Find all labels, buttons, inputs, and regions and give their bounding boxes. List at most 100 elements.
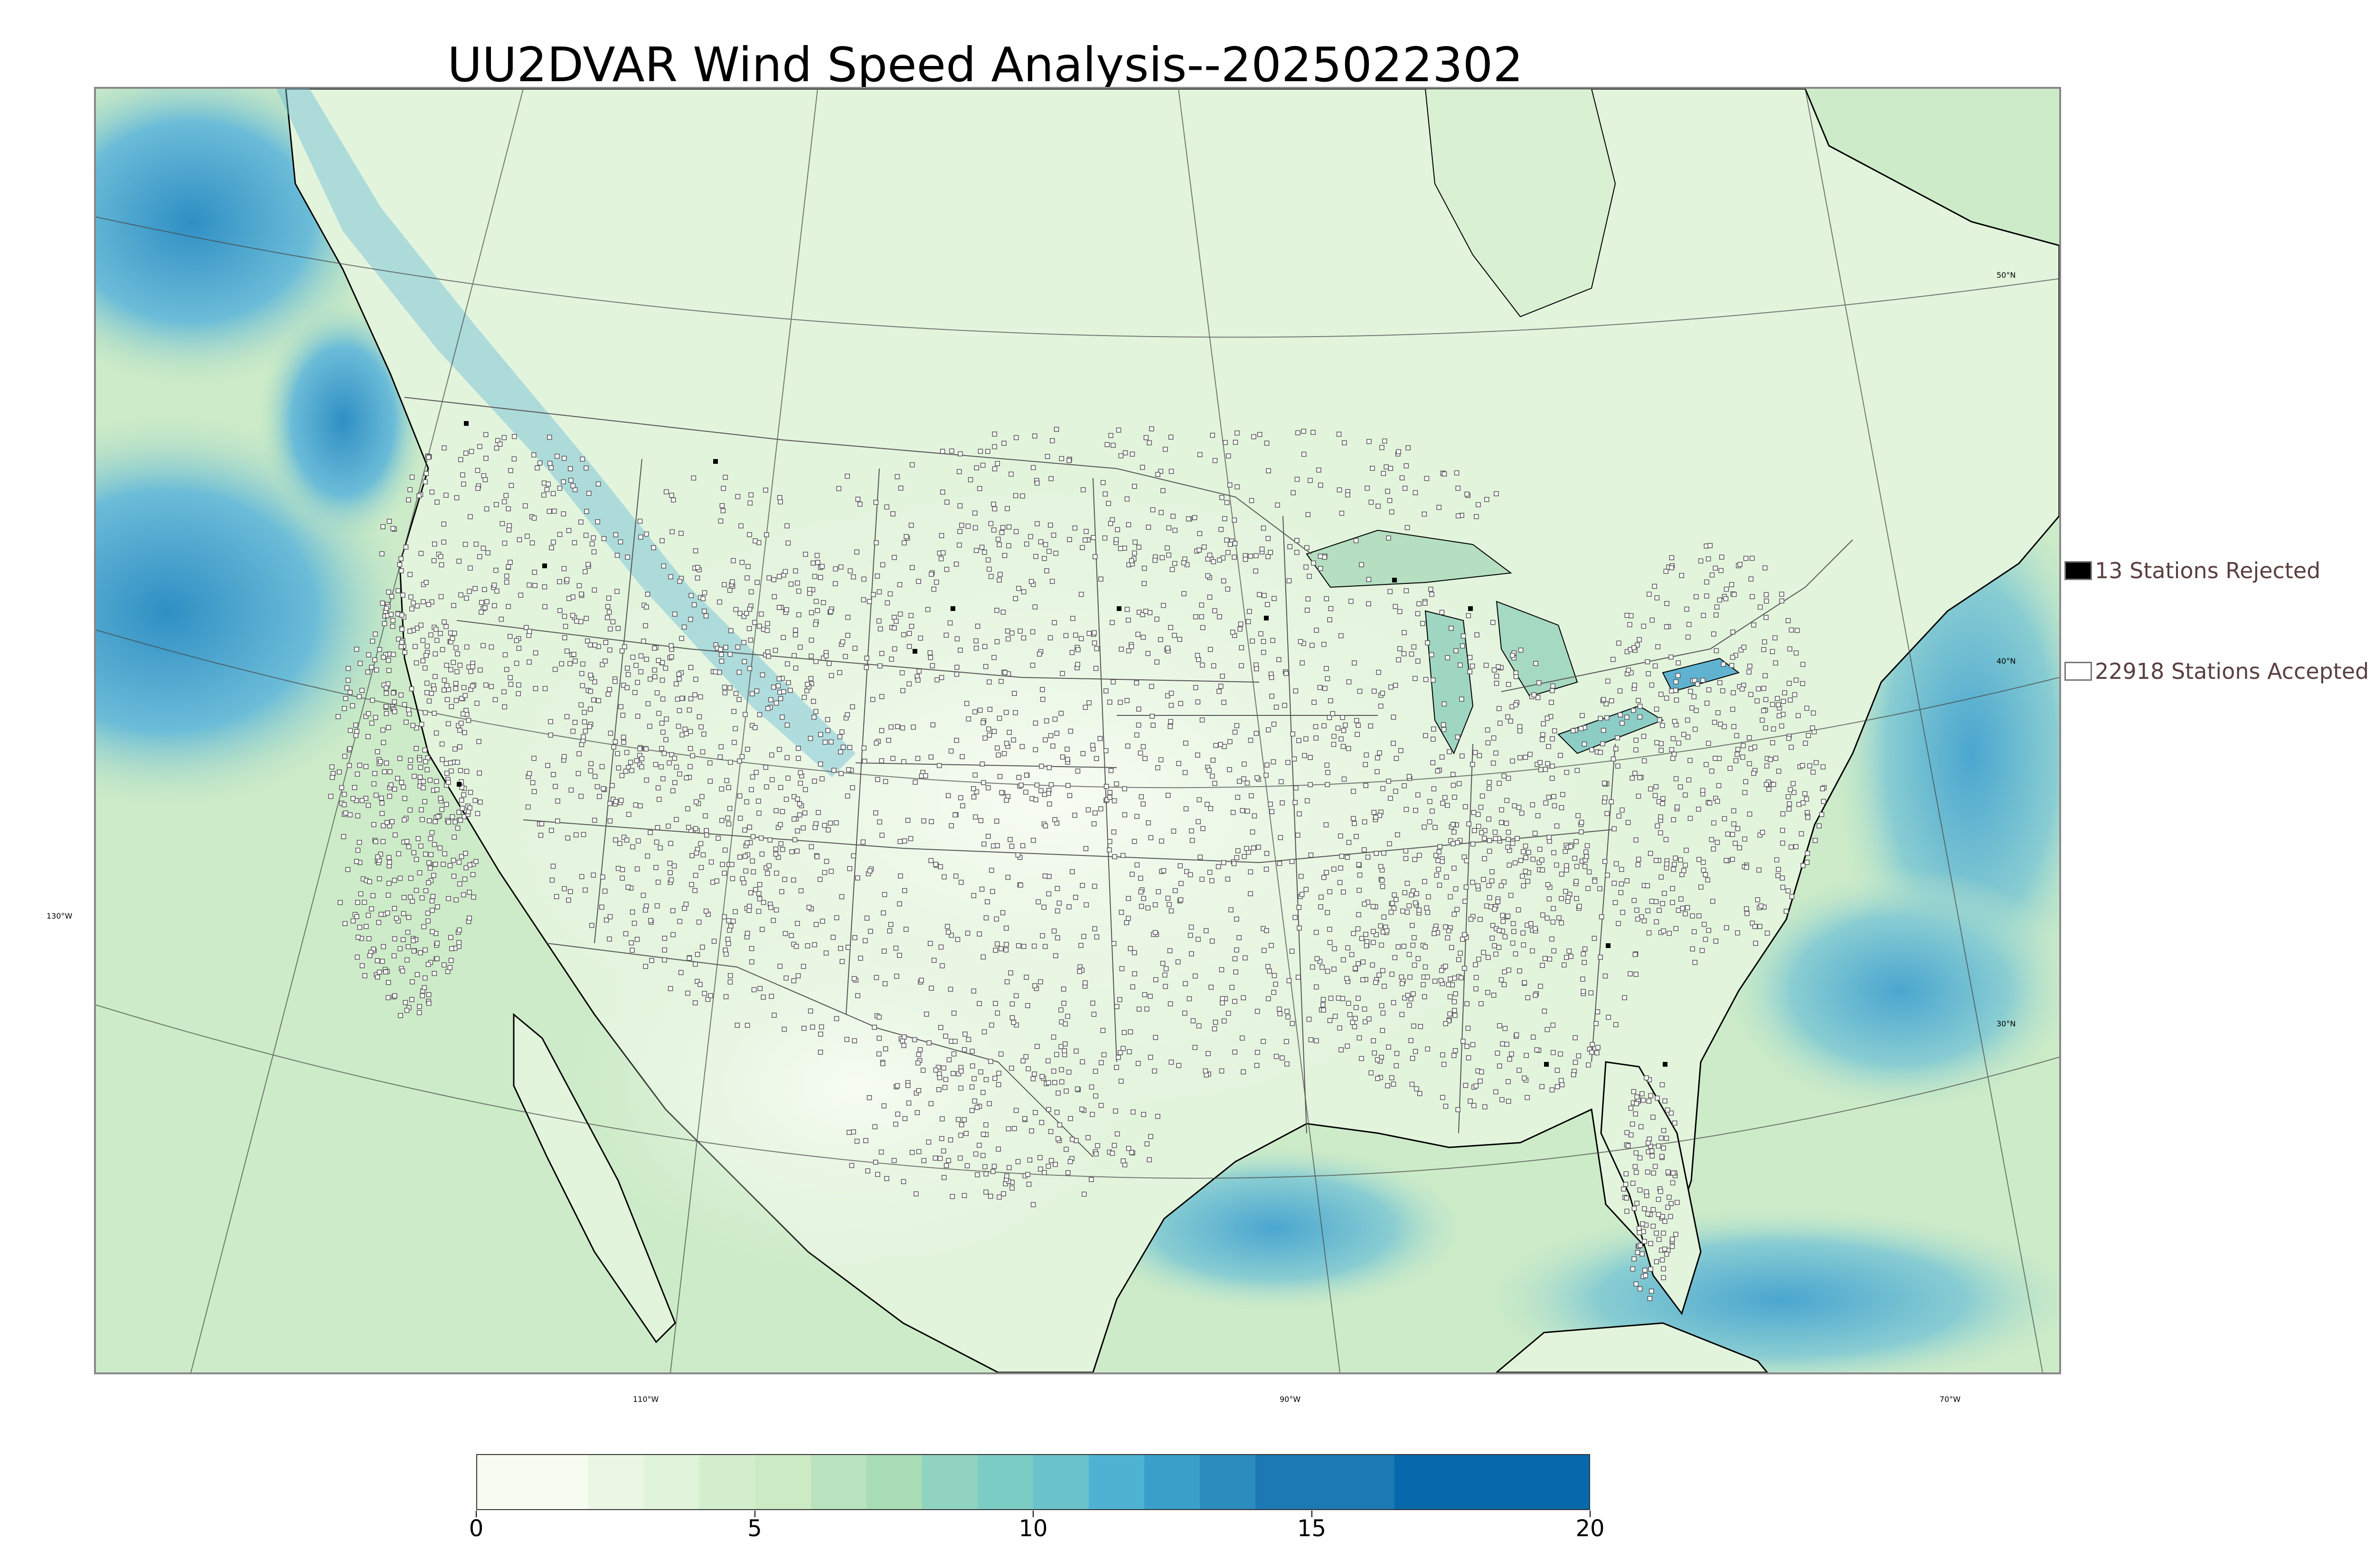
station-accepted-marker [1325,770,1330,775]
station-accepted-marker [1318,904,1323,910]
station-accepted-marker [1327,927,1332,932]
station-accepted-marker [529,540,535,545]
station-accepted-marker [1536,860,1542,865]
station-accepted-marker [418,551,424,556]
station-accepted-marker [355,954,360,960]
station-accepted-marker [845,615,851,620]
station-accepted-marker [1247,609,1252,614]
station-accepted-marker [1330,711,1336,716]
station-accepted-marker [1050,438,1055,443]
station-accepted-marker [1467,655,1473,660]
station-accepted-marker [728,628,734,633]
station-accepted-marker [587,642,593,648]
station-accepted-marker [1748,692,1753,697]
station-accepted-marker [1625,1143,1631,1149]
station-accepted-marker [561,479,566,485]
station-accepted-marker [1104,442,1110,447]
station-accepted-marker [807,591,812,596]
station-accepted-marker [1535,813,1541,818]
station-accepted-marker [1092,640,1097,646]
station-accepted-marker [1098,1103,1104,1108]
station-accepted-marker [1676,908,1681,913]
station-accepted-marker [1266,468,1271,473]
station-accepted-marker [1116,1054,1121,1060]
station-accepted-marker [1414,1086,1419,1091]
station-accepted-marker [606,610,612,615]
station-accepted-marker [1153,1035,1159,1040]
station-accepted-marker [688,665,694,670]
station-accepted-marker [549,877,555,883]
station-accepted-marker [1724,925,1729,930]
station-accepted-marker [1128,946,1133,951]
station-accepted-marker [1208,985,1214,990]
station-accepted-marker [1624,612,1630,618]
station-accepted-marker [654,903,660,909]
station-accepted-marker [887,928,893,934]
station-accepted-marker [365,734,371,739]
station-accepted-marker [1140,635,1146,640]
station-accepted-marker [1378,704,1384,709]
station-accepted-marker [1366,439,1372,444]
station-accepted-marker [1648,851,1653,856]
station-accepted-marker [1206,768,1212,773]
station-accepted-marker [552,667,558,672]
station-accepted-marker [1044,568,1049,573]
station-accepted-marker [1254,1063,1260,1068]
station-accepted-marker [753,725,758,730]
station-accepted-marker [1551,794,1556,799]
station-accepted-marker [987,732,992,738]
station-accepted-marker [1145,905,1150,911]
station-accepted-marker [1283,671,1289,676]
station-accepted-marker [801,1025,807,1031]
station-accepted-marker [341,706,347,711]
station-accepted-marker [663,737,669,742]
station-accepted-marker [928,655,933,660]
station-accepted-marker [1008,837,1013,842]
station-accepted-marker [839,729,845,735]
colorbar-segment [922,1455,978,1509]
station-accepted-marker [1637,775,1642,780]
station-accepted-marker [1451,829,1457,835]
station-accepted-marker [1593,1021,1599,1026]
station-accepted-marker [1236,935,1242,940]
station-accepted-marker [987,566,992,572]
station-accepted-marker [625,884,631,890]
station-accepted-marker [1744,906,1749,911]
station-accepted-marker [1143,609,1149,614]
station-accepted-marker [1340,715,1345,720]
station-accepted-marker [414,746,419,751]
station-accepted-marker [1363,1019,1368,1024]
station-accepted-marker [725,937,731,942]
station-accepted-marker [748,589,754,595]
station-accepted-marker [1066,904,1072,910]
station-accepted-marker [1409,651,1414,657]
station-accepted-marker [1032,433,1037,439]
station-accepted-marker [957,503,963,508]
station-accepted-marker [533,686,538,691]
station-accepted-marker [977,1143,982,1148]
station-accepted-marker [475,468,480,473]
station-accepted-marker [453,698,459,703]
station-accepted-marker [1228,907,1234,912]
station-accepted-marker [1083,846,1089,851]
station-accepted-marker [1371,939,1376,945]
station-accepted-marker [669,529,675,535]
station-accepted-marker [1720,688,1725,694]
station-accepted-marker [501,689,507,695]
station-accepted-marker [1695,681,1700,687]
station-accepted-marker [380,727,386,733]
station-accepted-marker [417,774,423,780]
station-accepted-marker [1046,1164,1051,1169]
station-accepted-marker [1689,705,1695,711]
station-accepted-marker [411,850,416,855]
wind-speed-map[interactable] [96,89,2059,1372]
station-accepted-marker [851,574,856,580]
station-accepted-marker [1422,511,1427,517]
station-accepted-marker [1389,971,1394,977]
station-accepted-marker [1331,967,1337,972]
station-accepted-marker [875,1172,880,1177]
station-accepted-marker [413,644,418,649]
station-accepted-marker [1649,899,1655,904]
map-panel[interactable] [94,87,2061,1374]
station-accepted-marker [630,909,635,915]
